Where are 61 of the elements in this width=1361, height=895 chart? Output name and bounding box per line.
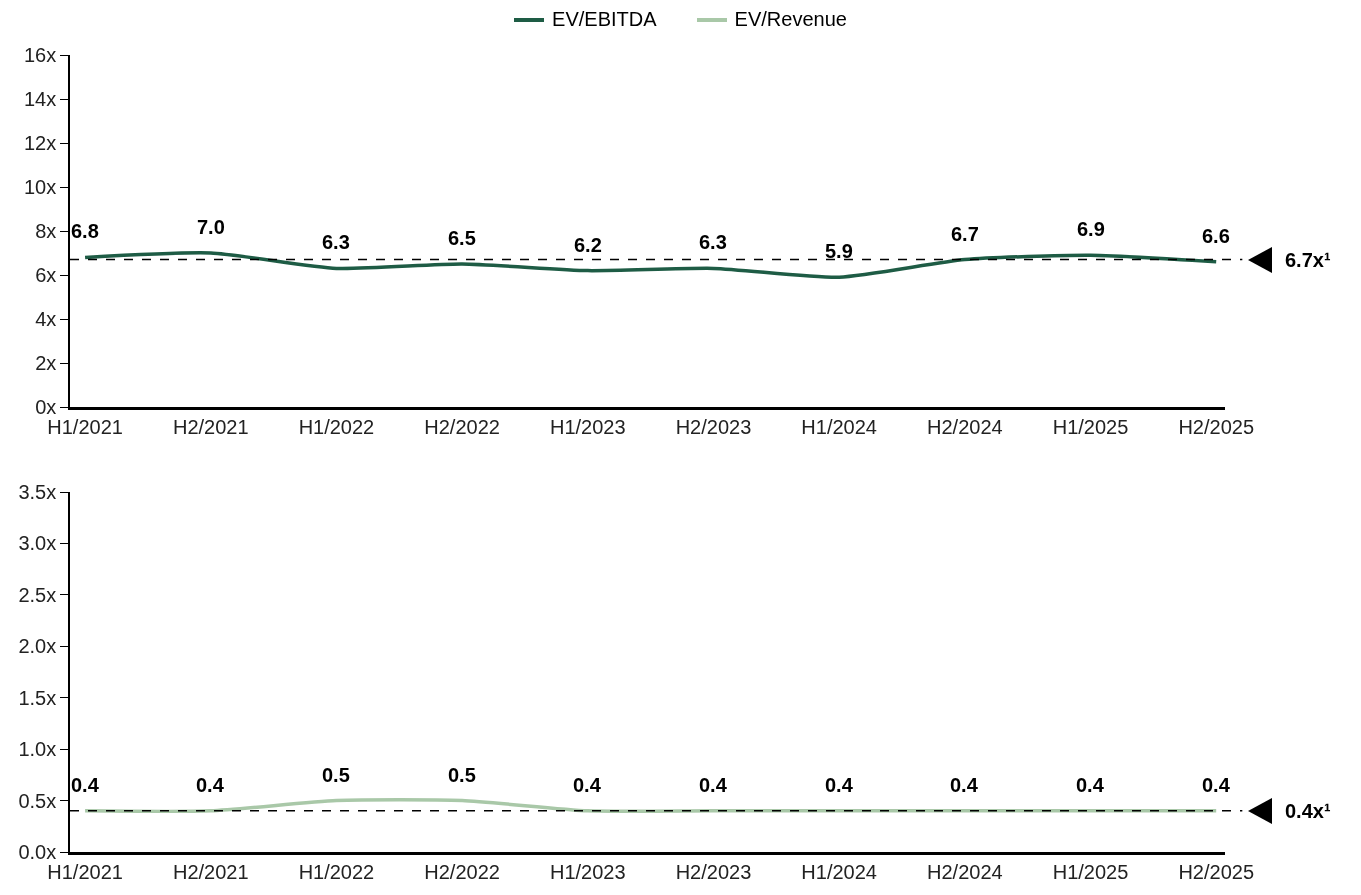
legend-label: EV/Revenue [734, 8, 847, 31]
data-label: 6.3 [699, 231, 727, 253]
y-tick-label: 0x [35, 396, 57, 418]
x-tick-label: H2/2025 [1178, 416, 1255, 438]
data-label: 7.0 [197, 216, 225, 238]
ref-line-label: 6.7x¹ [1285, 249, 1331, 271]
x-tick-label: H2/2025 [1178, 861, 1255, 883]
data-label: 0.4 [196, 774, 225, 796]
x-tick-label: H2/2021 [172, 861, 249, 883]
data-label: 0.4 [573, 774, 602, 796]
data-label: 6.2 [574, 234, 602, 256]
y-tick-label: 12x [24, 132, 57, 154]
ref-line-label: 0.4x¹ [1285, 800, 1331, 822]
x-tick-label: H1/2025 [1052, 416, 1129, 438]
data-label: 6.7 [951, 223, 979, 245]
x-tick-label: H2/2024 [927, 861, 1003, 883]
y-tick-label: 0.5x [18, 789, 57, 812]
data-label: 0.4 [699, 774, 728, 796]
data-label: 6.3 [322, 231, 350, 253]
y-tick-label: 3.5x [18, 481, 57, 503]
y-tick-label: 8x [35, 220, 57, 242]
data-label: 0.5 [322, 764, 350, 786]
data-label: 5.9 [825, 240, 853, 262]
x-tick-label: H1/2022 [298, 861, 375, 883]
data-label: 0.4 [1076, 774, 1105, 796]
x-tick-label: H2/2022 [424, 861, 500, 883]
x-tick-label: H1/2023 [549, 861, 626, 883]
data-label: 0.5 [448, 764, 476, 786]
x-tick-label: H2/2021 [172, 416, 249, 438]
data-label: 6.8 [71, 220, 99, 242]
y-tick-label: 16x [24, 44, 57, 66]
y-tick-label: 2x [35, 352, 57, 374]
y-tick-label: 10x [24, 176, 57, 198]
y-tick-label: 0.0x [18, 841, 57, 863]
x-tick-label: H2/2023 [675, 861, 752, 883]
y-tick-label: 1.0x [18, 738, 57, 761]
y-tick-label: 3.0x [18, 532, 57, 555]
x-tick-label: H1/2023 [549, 416, 626, 438]
y-tick-label: 1.5x [18, 686, 57, 709]
data-label: 0.4 [1202, 774, 1231, 796]
data-label: 6.6 [1202, 225, 1230, 247]
x-tick-label: H1/2024 [801, 416, 877, 438]
y-tick-label: 14x [24, 88, 57, 110]
x-tick-label: H1/2021 [47, 861, 123, 883]
data-label: 0.4 [71, 774, 100, 796]
x-tick-label: H1/2021 [47, 416, 123, 438]
x-tick-label: H2/2024 [927, 416, 1003, 438]
y-tick-label: 2.5x [18, 583, 57, 606]
data-label: 0.4 [825, 774, 854, 796]
x-tick-label: H2/2022 [424, 416, 500, 438]
x-tick-label: H1/2025 [1052, 861, 1129, 883]
y-tick-label: 6x [35, 264, 57, 286]
x-tick-label: H1/2024 [801, 861, 877, 883]
data-label: 6.5 [448, 227, 476, 249]
y-tick-label: 2.0x [18, 635, 57, 658]
data-label: 0.4 [950, 774, 979, 796]
legend-label: EV/EBITDA [552, 8, 657, 31]
x-tick-label: H2/2023 [675, 416, 752, 438]
data-label: 6.9 [1077, 218, 1105, 240]
x-tick-label: H1/2022 [298, 416, 375, 438]
y-tick-label: 4x [35, 308, 57, 330]
